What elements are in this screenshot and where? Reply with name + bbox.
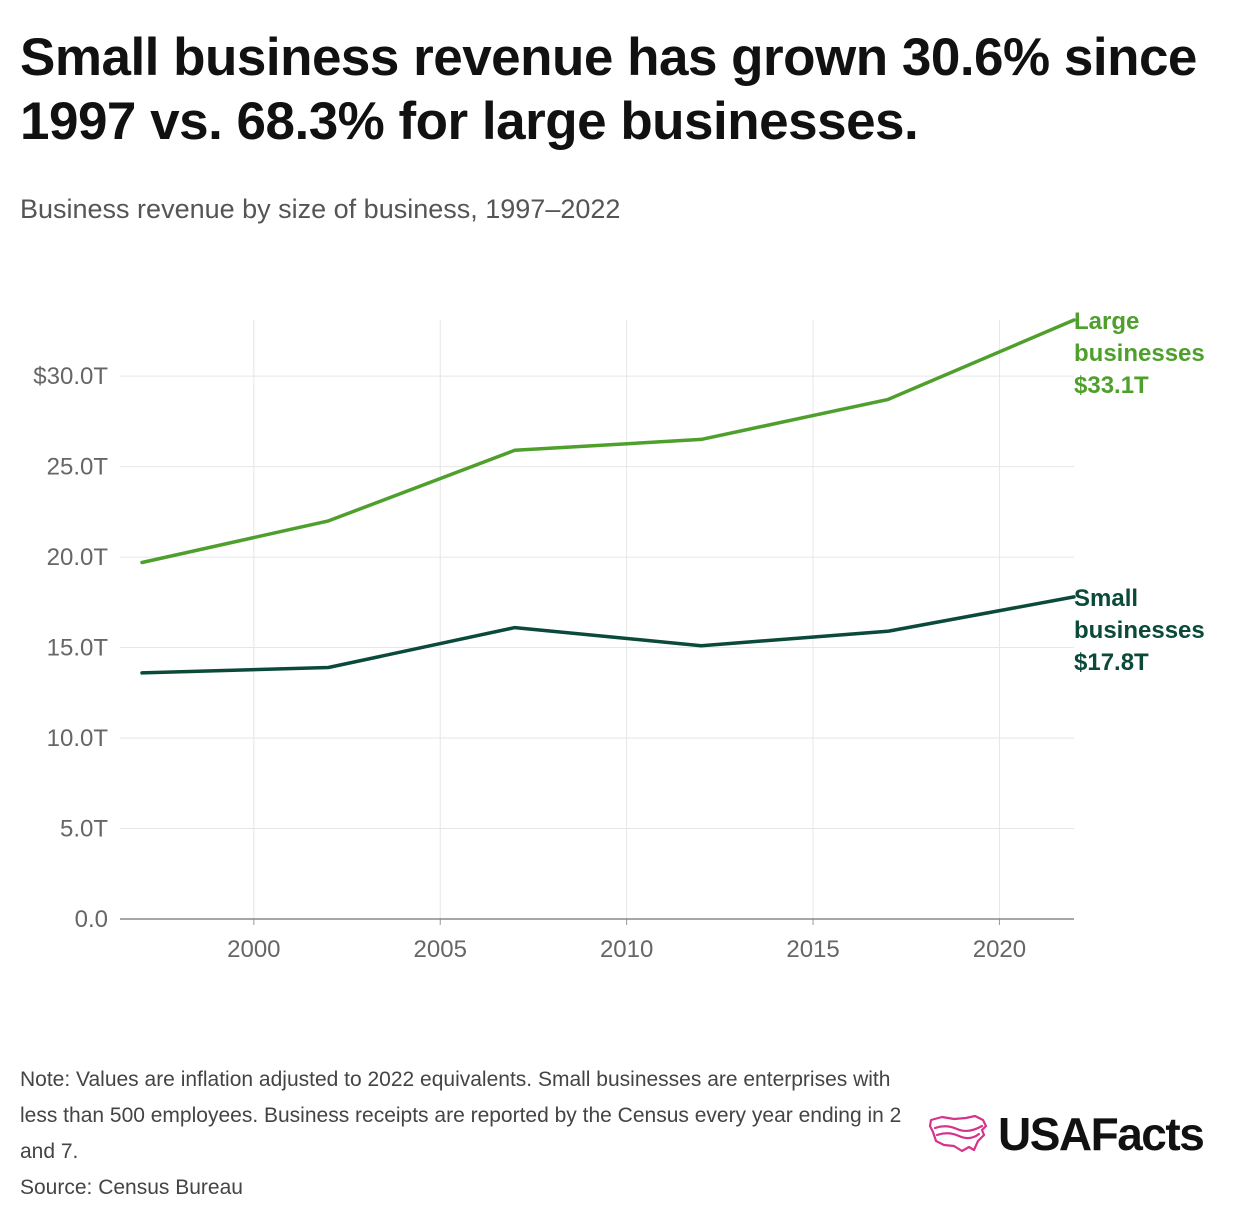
series-end-label: businesses: [1074, 617, 1205, 644]
series-end-label: Large: [1074, 308, 1139, 335]
chart-subtitle: Business revenue by size of business, 19…: [20, 194, 621, 224]
usa-map-outline-icon: [928, 1114, 988, 1153]
y-tick-label: $30.0T: [33, 363, 108, 390]
series-end-label: Small: [1074, 585, 1138, 612]
y-tick-label: 15.0T: [47, 635, 109, 662]
series-lines: [140, 318, 1076, 675]
chart-note: Note: Values are inflation adjusted to 2…: [20, 1068, 902, 1163]
series-end-label: $17.8T: [1074, 649, 1149, 676]
y-tick-label: 10.0T: [47, 725, 109, 752]
x-tick-label: 2020: [973, 936, 1026, 963]
series-line-small: [140, 595, 1076, 675]
y-tick-label: 0.0: [75, 906, 108, 933]
chart-title: Small business revenue has grown 30.6% s…: [20, 28, 1197, 151]
x-tick-label: 2010: [600, 936, 653, 963]
chart-source: Source: Census Bureau: [20, 1176, 243, 1199]
x-tick-label: 2005: [414, 936, 467, 963]
line-chart: 0.0 5.0T 10.0T 15.0T 20.0T 25.0T $30.0T 2000 200…: [33, 308, 1205, 963]
logo-wordmark: USAFacts: [998, 1108, 1205, 1160]
axes: 0.0 5.0T 10.0T 15.0T 20.0T 25.0T $30.0T 2000 200…: [33, 363, 1074, 963]
y-tick-label: 25.0T: [47, 454, 109, 481]
y-tick-label: 20.0T: [47, 544, 109, 571]
series-labels: Large businesses $33.1T Small businesses $17.…: [1074, 308, 1205, 676]
x-tick-label: 2015: [786, 936, 839, 963]
series-end-label: businesses: [1074, 340, 1205, 367]
usafacts-logo: USAFacts: [928, 1104, 1205, 1164]
x-tick-label: 2000: [227, 936, 280, 963]
gridlines: [120, 320, 1074, 919]
series-line-large: [140, 318, 1076, 565]
y-tick-label: 5.0T: [60, 816, 108, 843]
series-end-label: $33.1T: [1074, 372, 1149, 399]
